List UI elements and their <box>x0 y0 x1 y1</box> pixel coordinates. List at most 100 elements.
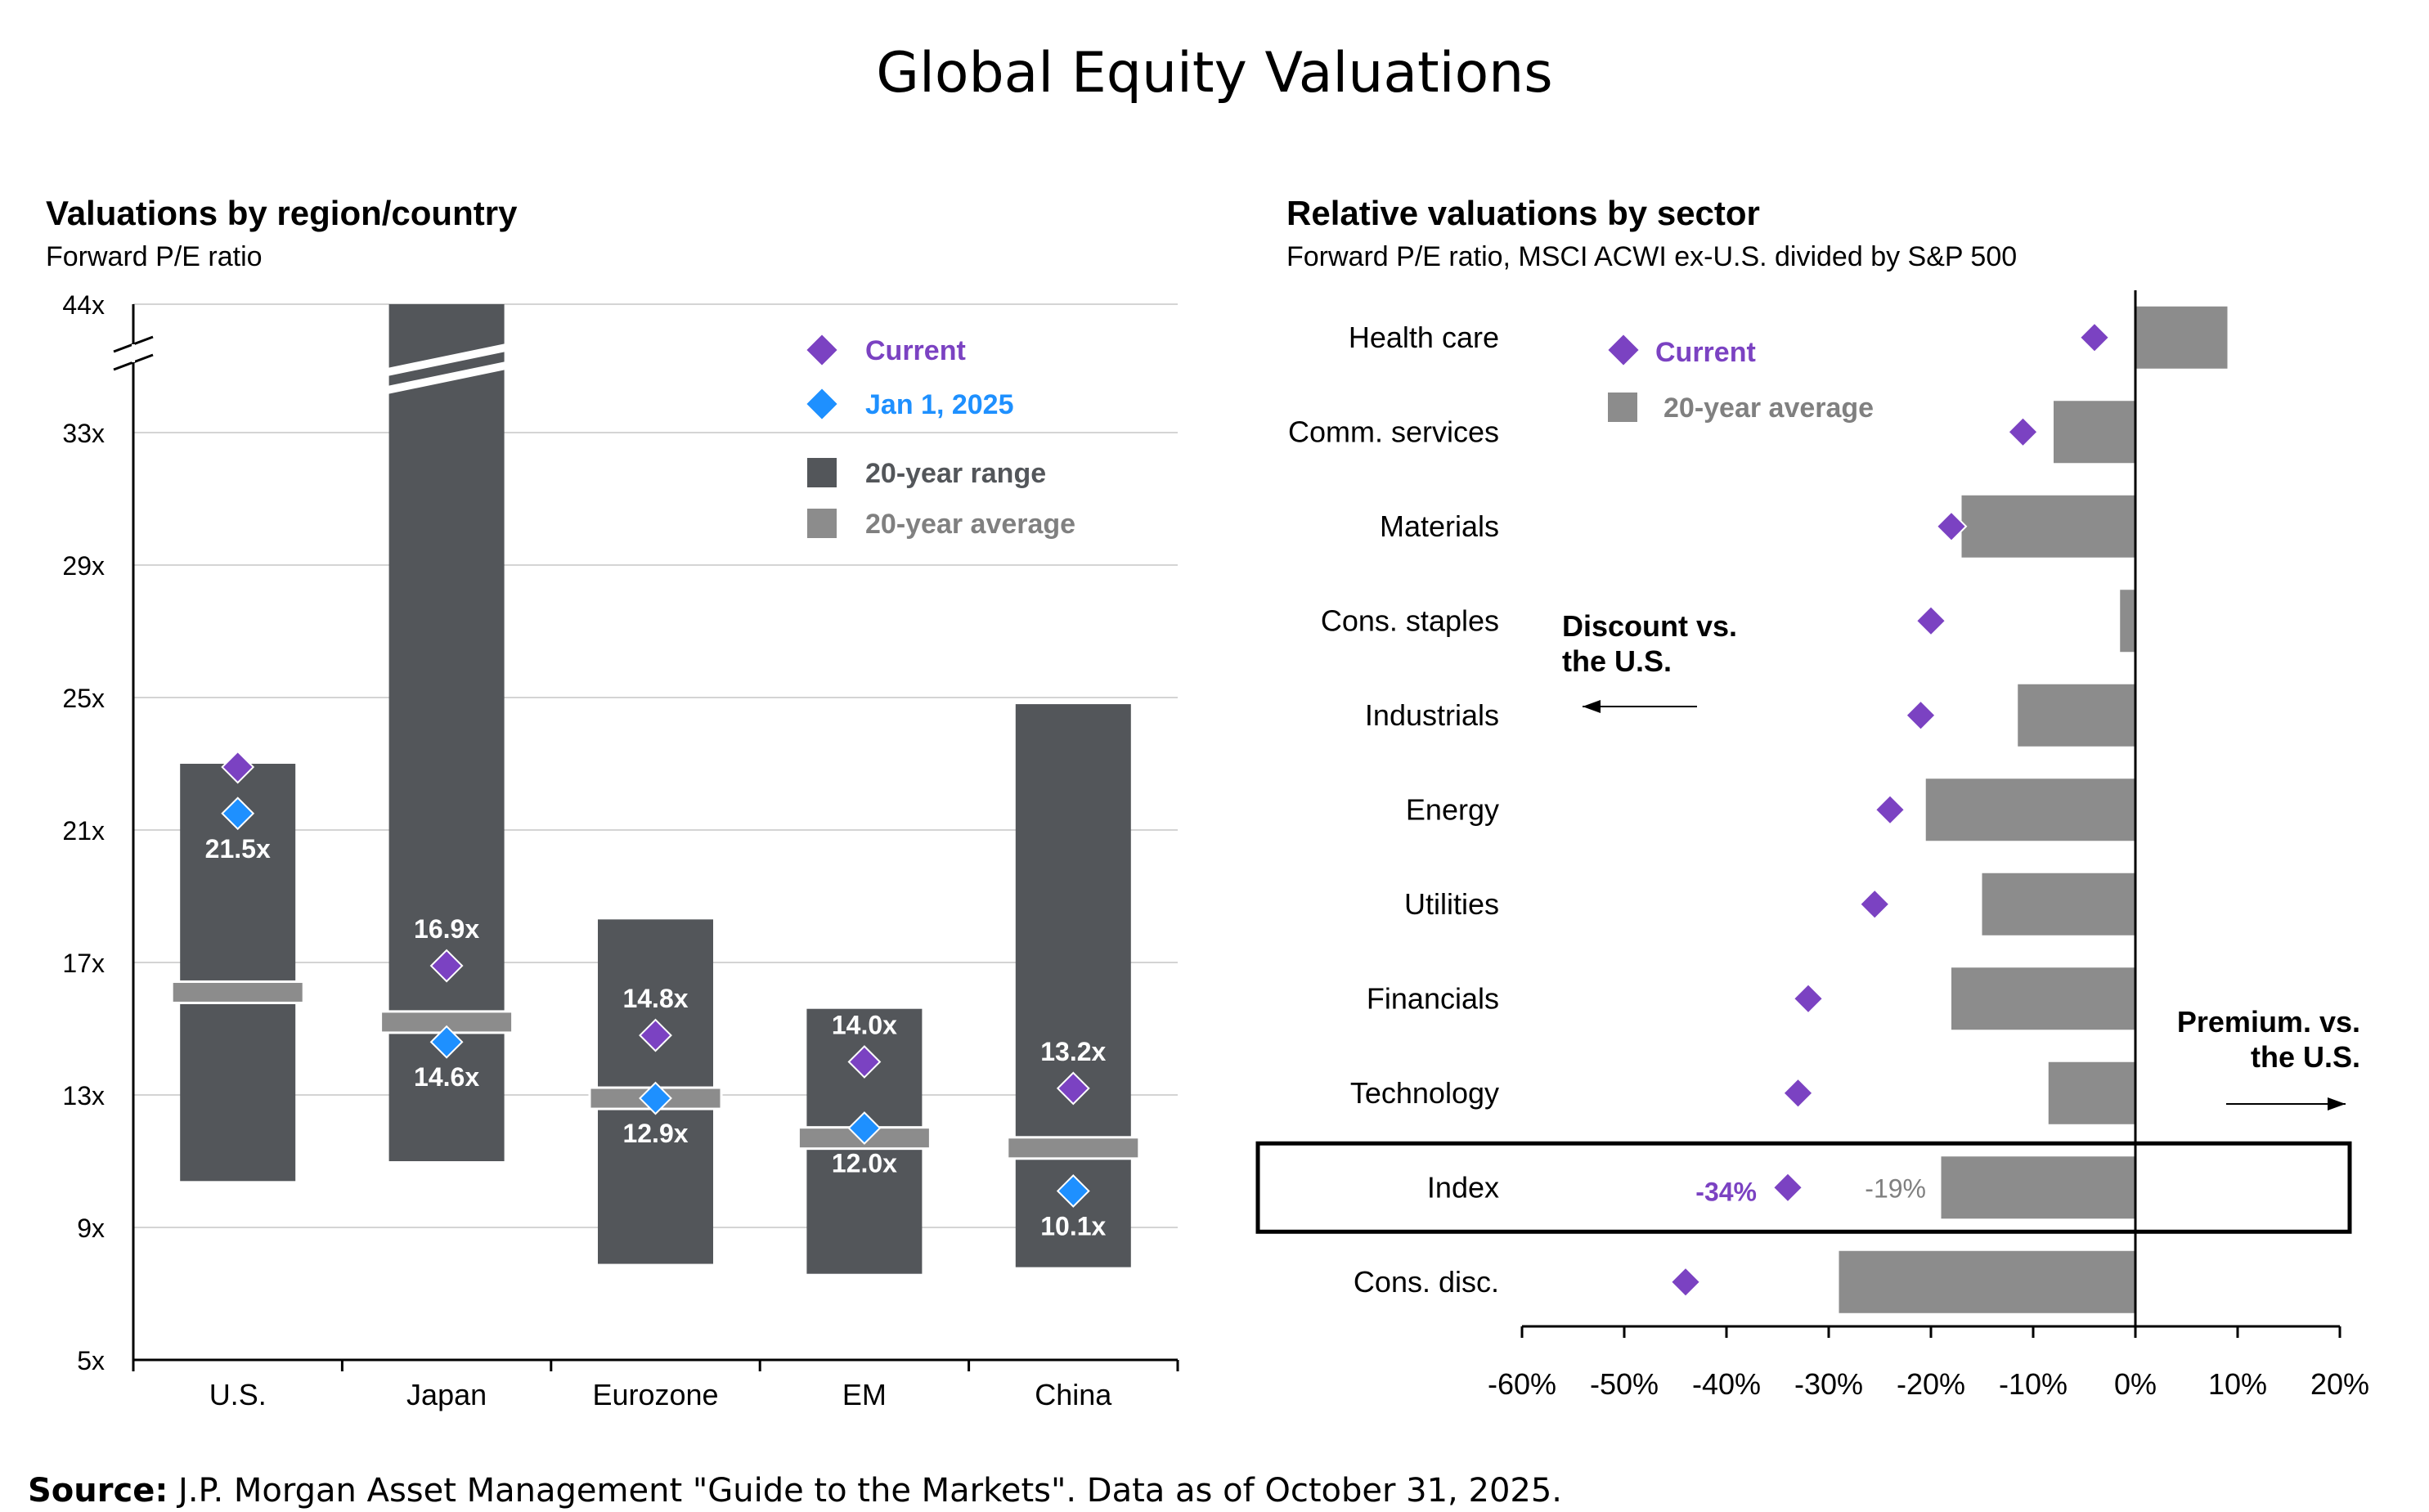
axis-break-gap <box>132 344 135 362</box>
sector-label: Cons. disc. <box>1354 1265 1499 1299</box>
index-average-label: -19% <box>1865 1173 1926 1203</box>
legend-jan-label: Jan 1, 2025 <box>865 389 1013 420</box>
x-tick-label: -30% <box>1794 1367 1863 1401</box>
current-value-label: 14.0x <box>832 1011 897 1040</box>
current-marker <box>1056 1071 1090 1106</box>
y-tick-label: 25x <box>62 684 105 713</box>
current-marker <box>1669 1266 1702 1299</box>
current-marker <box>1771 1171 1804 1204</box>
current-value-label: 22.9x <box>205 716 271 745</box>
range-bar <box>180 764 296 1182</box>
legend-current-icon <box>804 332 840 368</box>
sector-label: Industrials <box>1365 698 1499 732</box>
source-line: Source: J.P. Morgan Asset Management "Gu… <box>28 1472 1562 1510</box>
average-marker <box>170 980 305 1004</box>
current-value-label: 13.2x <box>1040 1037 1106 1066</box>
premium-label-line1: Premium. vs. <box>2177 1005 2360 1039</box>
axis-break-stripe <box>387 343 506 376</box>
jan-value-label: 14.6x <box>414 1062 479 1092</box>
jan-value-label: 12.9x <box>622 1119 688 1148</box>
right-average-bars <box>1255 306 2352 1313</box>
legend-jan-icon <box>804 386 840 422</box>
axis-break-stripe <box>387 361 506 394</box>
relative-valuations-by-sector-chart: Relative valuations by sector Forward P/… <box>1255 194 2369 1401</box>
range-bar <box>1015 704 1131 1267</box>
current-value-label: 16.9x <box>414 914 479 944</box>
x-tick-label: 0% <box>2114 1367 2157 1401</box>
sector-label: Technology <box>1350 1076 1499 1110</box>
average-bar <box>2120 590 2135 653</box>
left-gridlines <box>133 303 1178 1228</box>
legend-current-label: Current <box>865 335 966 366</box>
discount-arrow <box>1583 700 1697 713</box>
average-bar <box>1941 1156 2135 1219</box>
x-tick-label: -40% <box>1692 1367 1761 1401</box>
premium-arrow <box>2226 1097 2346 1110</box>
current-marker <box>221 750 255 784</box>
right-x-axis-ticks: -60% -50% -40% -30% -20% -10% 0% 10% 20% <box>1488 1326 2369 1401</box>
right-current-markers: -34% -19% <box>1669 321 2111 1299</box>
left-markers: 22.9x 21.5x 16.9x 14.6x 14.8x 12.9x 14.0x 12.0x… <box>205 716 1107 1241</box>
sector-label: Energy <box>1406 792 1499 826</box>
index-current-label: -34% <box>1695 1177 1757 1206</box>
current-value-label: 14.8x <box>622 984 688 1013</box>
x-category-label: EM <box>842 1378 887 1411</box>
x-tick-label: -10% <box>1999 1367 2068 1401</box>
source-label: Source: <box>28 1472 168 1510</box>
jan-value-label: 21.5x <box>205 834 271 864</box>
right-category-labels: Health care Comm. services Materials Cons. … <box>1288 321 1499 1299</box>
jan-marker <box>639 1081 672 1115</box>
jan-value-label: 10.1x <box>1040 1211 1106 1241</box>
x-tick-label: -60% <box>1488 1367 1556 1401</box>
current-marker <box>1915 604 1947 637</box>
y-tick-label: 17x <box>62 949 105 978</box>
legend-range-label: 20-year range <box>865 458 1046 489</box>
left-chart-title: Valuations by region/country <box>46 194 518 232</box>
legend-average-icon <box>1608 393 1637 422</box>
valuations-by-region-chart: Valuations by region/country Forward P/E… <box>46 194 1179 1411</box>
x-category-label: China <box>1035 1378 1112 1411</box>
discount-label-line1: Discount vs. <box>1562 609 1737 643</box>
y-tick-label: 33x <box>62 419 105 448</box>
average-bar <box>1839 1250 2135 1313</box>
legend-current-icon <box>1605 332 1641 368</box>
current-marker <box>1858 888 1891 921</box>
index-highlight-box <box>1255 1141 2352 1234</box>
right-legend: Current 20-year average <box>1605 332 1874 424</box>
jan-marker <box>847 1111 882 1145</box>
current-marker <box>1935 510 1968 543</box>
left-range-bars <box>170 304 1141 1274</box>
current-marker <box>847 1045 882 1079</box>
left-axes <box>113 304 1179 1371</box>
y-tick-label: 44x <box>62 290 105 320</box>
left-legend: Current Jan 1, 2025 20-year range 20-year a… <box>804 332 1075 540</box>
legend-average-label: 20-year average <box>1663 393 1874 424</box>
current-marker <box>1874 793 1906 826</box>
discount-label-line2: the U.S. <box>1562 644 1672 678</box>
legend-current-label: Current <box>1655 337 1756 368</box>
right-annotations: Discount vs.the U.S.Premium. vs.the U.S. <box>1562 609 2360 1110</box>
sector-label: Utilities <box>1404 887 1499 921</box>
left-x-axis-labels: U.S. Japan Eurozone EM China <box>209 1378 1113 1411</box>
legend-range-icon <box>807 458 837 487</box>
y-tick-label: 29x <box>62 551 105 581</box>
current-marker <box>1782 1077 1814 1110</box>
x-category-label: Eurozone <box>592 1378 718 1411</box>
sector-label: Cons. staples <box>1321 603 1499 637</box>
right-chart-title: Relative valuations by sector <box>1286 194 1760 232</box>
average-bar <box>1982 873 2135 935</box>
sector-label: Comm. services <box>1288 415 1499 448</box>
average-bar <box>2018 684 2135 747</box>
current-marker <box>429 949 464 983</box>
left-y-axis-ticks: 5x 9x 13x 17x 21x 25x 29x 33x 44x <box>62 290 105 1375</box>
x-category-label: Japan <box>406 1378 487 1411</box>
sector-label: Materials <box>1380 509 1499 543</box>
discount-arrow-head <box>1583 700 1601 713</box>
average-bar <box>1951 967 2135 1030</box>
average-bar <box>1961 495 2135 558</box>
current-marker <box>1792 982 1825 1015</box>
legend-average-label: 20-year average <box>865 509 1075 540</box>
source-text: J.P. Morgan Asset Management "Guide to t… <box>178 1472 1562 1510</box>
y-tick-label: 5x <box>77 1346 105 1375</box>
jan-value-label: 12.0x <box>832 1149 897 1178</box>
